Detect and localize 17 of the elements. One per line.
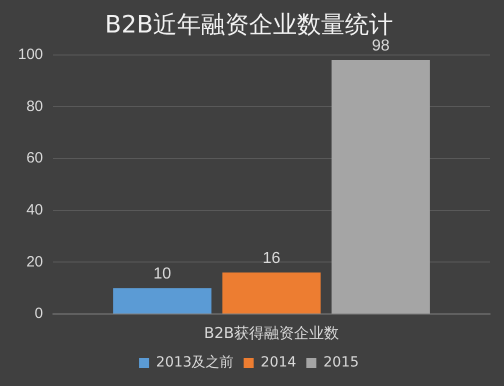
y-tick-label: 80 <box>26 98 44 115</box>
bar <box>222 272 321 314</box>
legend-label: 2014 <box>260 354 296 371</box>
y-tick-label: 100 <box>18 46 44 63</box>
y-tick-label: 40 <box>26 201 44 218</box>
legend-label: 2013及之前 <box>156 354 234 371</box>
y-tick-label: 20 <box>26 253 44 270</box>
y-tick-label: 0 <box>34 305 44 322</box>
bar <box>113 288 212 314</box>
data-label: 16 <box>262 250 281 267</box>
data-label: 10 <box>153 265 172 282</box>
x-tick-label: B2B获得融资企业数 <box>204 324 340 342</box>
data-label: 98 <box>372 37 390 54</box>
y-tick-label: 60 <box>26 150 44 167</box>
legend-label: 2015 <box>323 354 359 371</box>
chart-title: B2B近年融资企业数量统计 <box>104 10 394 39</box>
bar <box>332 60 430 314</box>
